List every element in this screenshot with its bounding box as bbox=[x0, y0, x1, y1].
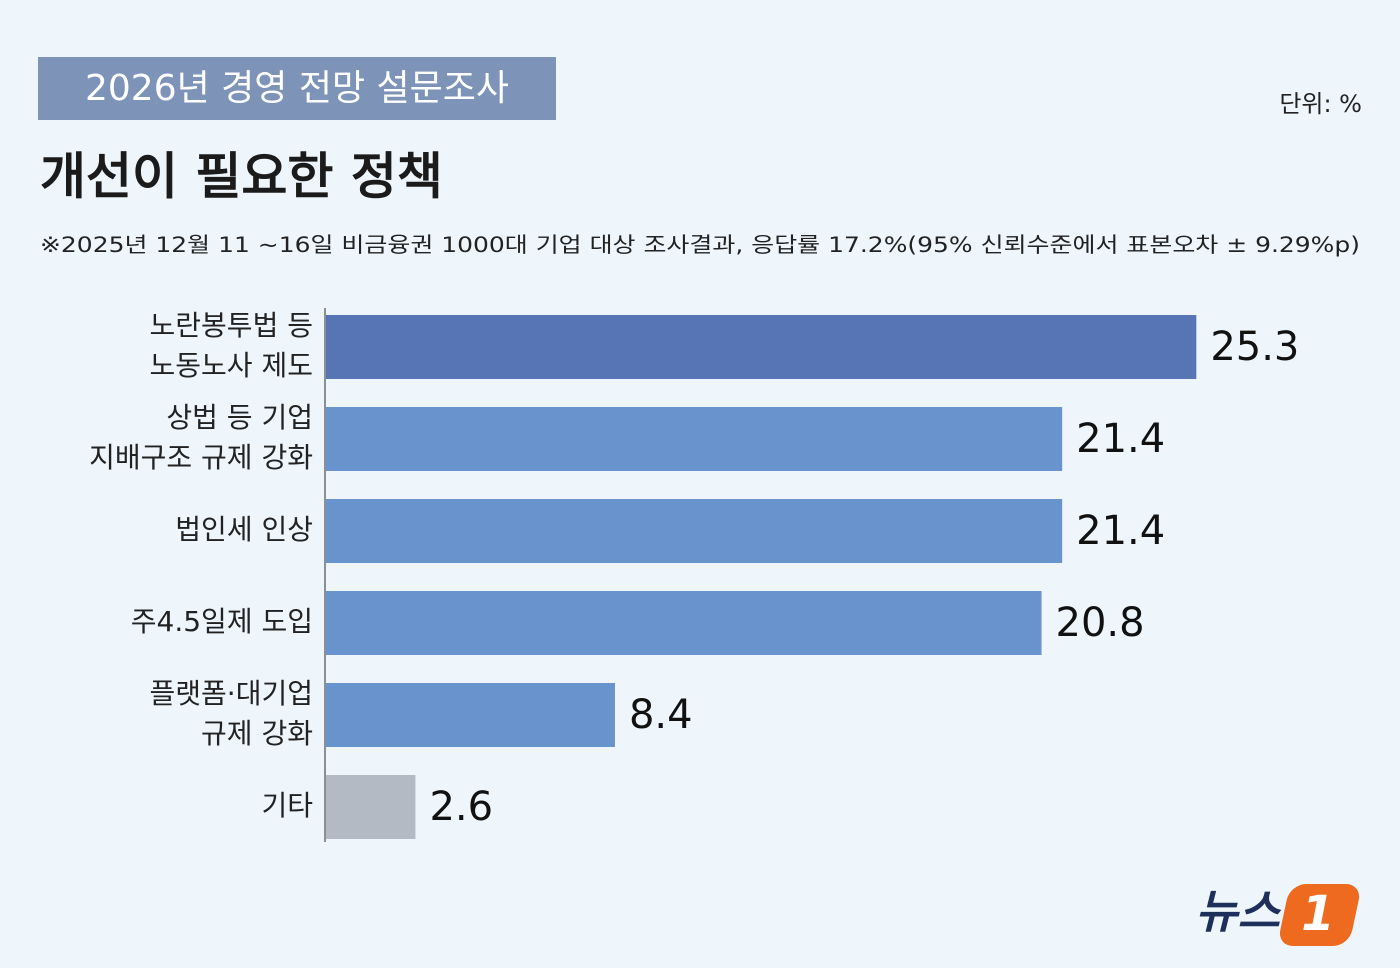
value-label: 2.6 bbox=[429, 784, 493, 830]
value-label: 21.4 bbox=[1076, 416, 1165, 462]
badge-text: 2026년 경영 전망 설문조사 bbox=[85, 68, 509, 109]
chart-title: 개선이 필요한 정책 bbox=[40, 148, 443, 206]
value-label: 20.8 bbox=[1056, 600, 1145, 646]
value-label: 21.4 bbox=[1076, 508, 1165, 554]
value-label: 25.3 bbox=[1210, 324, 1299, 370]
bar bbox=[326, 591, 1042, 655]
category-label: 지배구조 규제 강화 bbox=[89, 441, 313, 474]
value-label: 8.4 bbox=[629, 692, 693, 738]
bar bbox=[326, 683, 615, 747]
category-label: 규제 강화 bbox=[201, 717, 313, 750]
bar bbox=[326, 499, 1063, 563]
bar bbox=[326, 775, 416, 839]
logo: 뉴스 1 bbox=[1195, 884, 1360, 946]
note: ※2025년 12월 11 ~16일 비금융권 1000대 기업 대상 조사결과… bbox=[40, 233, 1360, 257]
unit: 단위: % bbox=[1279, 90, 1362, 118]
logo-box bbox=[1279, 884, 1360, 946]
bar bbox=[326, 315, 1197, 379]
category-label: 노동노사 제도 bbox=[150, 349, 313, 382]
category-label: 법인세 인상 bbox=[175, 513, 313, 546]
category-label: 플랫폼·대기업 bbox=[150, 677, 313, 710]
category-label: 상법 등 기업 bbox=[166, 401, 313, 434]
logo-text: 뉴스 bbox=[1195, 885, 1281, 939]
category-label: 노란봉투법 등 bbox=[150, 309, 313, 342]
badge-box bbox=[38, 57, 556, 120]
category-label: 기타 bbox=[261, 789, 313, 822]
category-label: 주4.5일제 도입 bbox=[131, 605, 313, 638]
logo-mark: 1 bbox=[1301, 886, 1334, 942]
bar bbox=[326, 407, 1063, 471]
